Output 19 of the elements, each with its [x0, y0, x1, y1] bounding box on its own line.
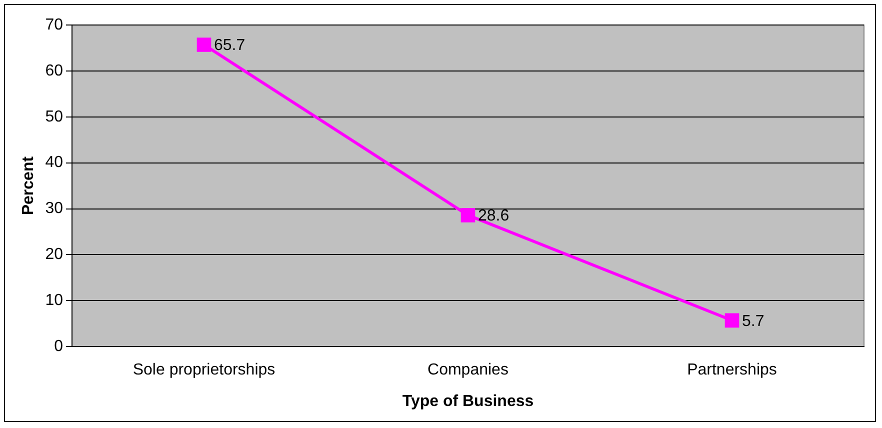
y-tick-label: 20 [45, 246, 64, 264]
x-tick-label: Sole proprietorships [132, 362, 276, 379]
point [196, 38, 212, 52]
y-axis-title: Percent [20, 156, 38, 216]
y-tick-label: 10 [45, 292, 64, 310]
data-label: 65.7 [214, 37, 246, 54]
x-axis-title: Type of Business [402, 392, 534, 410]
point [460, 208, 476, 222]
x-tick-label: Companies [428, 362, 508, 379]
data-label: 5.7 [742, 312, 764, 330]
y-tick-label: 70 [45, 16, 64, 34]
point [724, 313, 740, 328]
y-tick-label: 50 [45, 108, 64, 126]
x-tick-label: Partnerships [687, 362, 777, 379]
y-tick-label: 60 [45, 62, 64, 80]
y-tick-label: 30 [45, 200, 64, 218]
y-tick-label: 0 [54, 338, 64, 356]
data-label: 28.6 [478, 208, 510, 225]
y-tick-label: 40 [45, 154, 64, 172]
